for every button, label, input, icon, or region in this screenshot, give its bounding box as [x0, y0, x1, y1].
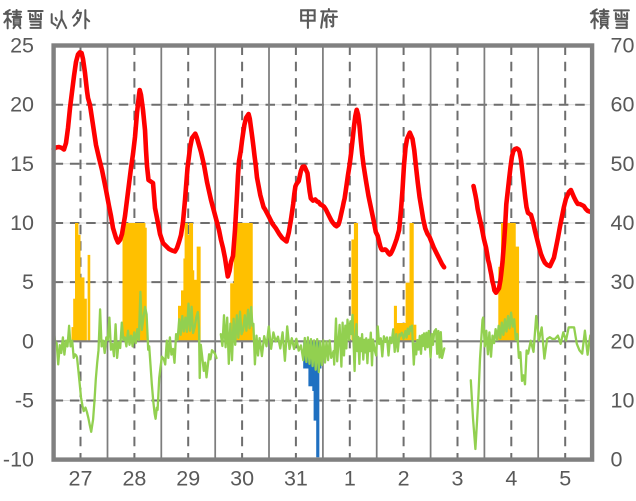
svg-text:-5: -5: [15, 389, 34, 413]
svg-text:30: 30: [230, 467, 254, 491]
svg-text:60: 60: [611, 93, 635, 117]
svg-text:10: 10: [611, 389, 635, 413]
svg-text:3: 3: [452, 467, 464, 491]
svg-text:0: 0: [611, 448, 623, 472]
svg-text:2: 2: [398, 467, 410, 491]
svg-text:29: 29: [176, 467, 200, 491]
svg-text:70: 70: [611, 34, 635, 58]
svg-text:31: 31: [284, 467, 308, 491]
svg-text:4: 4: [505, 467, 517, 491]
svg-text:5: 5: [559, 467, 571, 491]
svg-text:5: 5: [22, 270, 34, 294]
svg-text:25: 25: [10, 34, 34, 58]
svg-text:30: 30: [611, 270, 635, 294]
svg-text:20: 20: [611, 329, 635, 353]
svg-text:28: 28: [122, 467, 146, 491]
svg-text:15: 15: [10, 152, 34, 176]
svg-text:0: 0: [22, 329, 34, 353]
svg-text:-10: -10: [3, 448, 34, 472]
svg-text:27: 27: [69, 467, 93, 491]
svg-text:40: 40: [611, 211, 635, 235]
svg-text:1: 1: [344, 467, 356, 491]
svg-text:50: 50: [611, 152, 635, 176]
svg-text:20: 20: [10, 93, 34, 117]
svg-text:10: 10: [10, 211, 34, 235]
